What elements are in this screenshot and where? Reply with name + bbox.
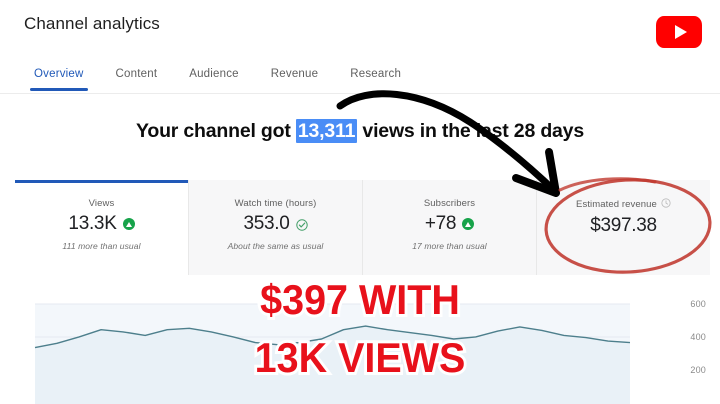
play-triangle-icon <box>674 25 687 39</box>
y-axis-tick: 400 <box>690 332 706 342</box>
tab-audience[interactable]: Audience <box>189 68 239 80</box>
y-axis-tick: 600 <box>690 299 706 309</box>
chart-svg <box>34 303 631 404</box>
youtube-play-icon <box>656 16 702 48</box>
chart-line <box>34 325 631 349</box>
metric-value-row: $397.38 <box>590 215 657 237</box>
metric-cards: Views 13.3K 111 more than usual Watch ti… <box>15 180 710 275</box>
metric-card-estimated-revenue[interactable]: Estimated revenue $397.38 <box>537 180 710 275</box>
metric-subtext: 17 more than usual <box>412 241 487 251</box>
tabs-divider <box>0 93 720 94</box>
check-circle-icon <box>295 218 308 231</box>
tab-content[interactable]: Content <box>115 68 158 80</box>
metric-value: +78 <box>424 213 457 234</box>
overlay-text-line1: $397 WITH <box>22 276 699 324</box>
tab-overview[interactable]: Overview <box>18 64 100 91</box>
overlay-text-line1-stroke: $397 WITH <box>257 273 462 326</box>
metric-value: 13.3K <box>68 213 117 234</box>
overlay-text-line2-value: 13K VIEWS <box>254 334 466 381</box>
metric-label-text: Views <box>88 198 115 209</box>
metric-label-text: Estimated revenue <box>576 199 657 210</box>
metric-label: Views <box>89 198 115 209</box>
clock-pending-icon <box>661 198 671 211</box>
metric-label: Estimated revenue <box>576 198 671 211</box>
metric-value-row: 353.0 <box>243 213 308 235</box>
metric-subtext: 111 more than usual <box>62 241 141 251</box>
headline-prefix: Your channel got <box>136 120 296 142</box>
metric-subtext: About the same as usual <box>227 241 324 251</box>
metric-value: $397.38 <box>590 215 657 236</box>
headline: Your channel got 13,311 views in the las… <box>0 119 720 143</box>
headline-views-highlight: 13,311 <box>295 119 358 143</box>
metric-value-row: +78 <box>424 213 475 235</box>
arrow-up-circle-icon <box>462 218 475 230</box>
chart-area-fill <box>35 326 630 404</box>
metric-label: Watch time (hours) <box>235 198 317 209</box>
overlay-text-line2: 13K VIEWS <box>22 334 699 382</box>
metric-value: 353.0 <box>243 213 290 234</box>
metric-label-text: Subscribers <box>423 198 476 209</box>
metric-label-text: Watch time (hours) <box>234 198 317 209</box>
metric-card-views[interactable]: Views 13.3K 111 more than usual <box>15 180 189 275</box>
page-title: Channel analytics <box>24 14 160 33</box>
tab-revenue[interactable]: Revenue <box>270 68 319 80</box>
headline-suffix: views in the last 28 days <box>357 120 584 142</box>
y-axis-tick: 200 <box>690 365 706 375</box>
analytics-tabs: Overview Content Audience Revenue Resear… <box>18 64 417 91</box>
metric-card-watch-time[interactable]: Watch time (hours) 353.0 About the same … <box>189 180 363 275</box>
overlay-text-line2-stroke: 13K VIEWS <box>252 331 468 384</box>
metric-value-row: 13.3K <box>68 213 135 235</box>
views-chart: 600 400 200 <box>0 290 720 404</box>
overlay-text-line1-value: $397 WITH <box>260 276 460 323</box>
metric-card-subscribers[interactable]: Subscribers +78 17 more than usual <box>363 180 537 275</box>
metric-label: Subscribers <box>424 198 475 209</box>
arrow-up-circle-icon <box>122 218 135 230</box>
tab-research[interactable]: Research <box>350 68 402 80</box>
